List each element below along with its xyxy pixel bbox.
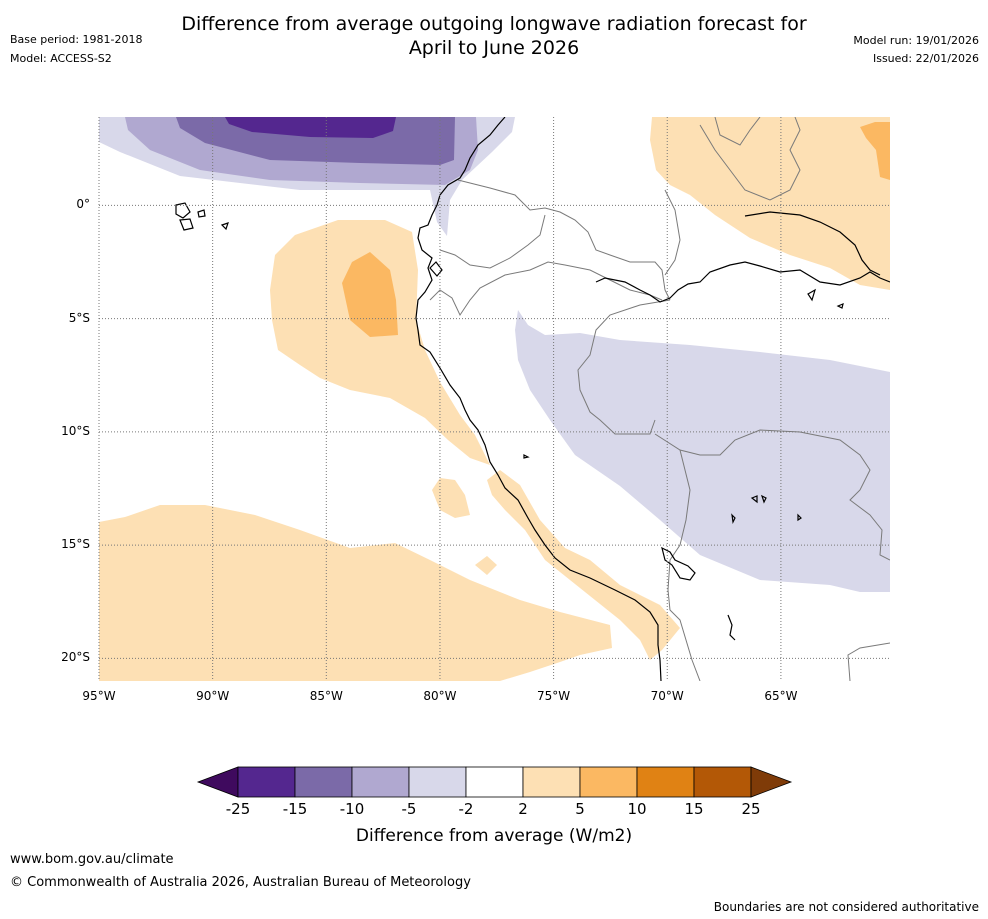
base-period-text: Base period: 1981-2018: [10, 33, 143, 46]
page-title: Difference from average outgoing longwav…: [0, 12, 988, 60]
anomaly-region-plus2-island-a: [432, 478, 470, 518]
anomaly-region-plus5-northeast: [860, 122, 890, 180]
colorbar-tick-label: 2: [518, 800, 528, 818]
lat-label: 5°S: [68, 310, 90, 325]
lat-label: 10°S: [61, 423, 90, 438]
anomaly-region-plus2-pacific-north: [270, 220, 490, 465]
colorbar-tick-label: -10: [339, 800, 365, 818]
coastlines: [175, 117, 890, 681]
colorbar-tick-label: 25: [741, 800, 761, 818]
lat-label: 20°S: [61, 650, 90, 665]
lat-label: 15°S: [61, 537, 90, 552]
lon-label: 95°W: [82, 689, 116, 703]
colorbar-tick-label: 10: [627, 800, 647, 818]
lon-label: 75°W: [537, 689, 571, 703]
lon-label: 65°W: [764, 689, 798, 703]
website-link[interactable]: www.bom.gov.au/climate: [10, 852, 174, 867]
model-run-text: Model run: 19/01/2026: [853, 34, 979, 47]
lon-label: 70°W: [650, 689, 684, 703]
map-layer: [99, 117, 890, 681]
gridlines: [98, 117, 890, 681]
anomaly-region-plus2-coast: [487, 470, 680, 660]
title-line-2: April to June 2026: [408, 37, 580, 59]
colorbar-tick-label: -25: [225, 800, 251, 818]
anomaly-region-amazon-minus2: [515, 310, 890, 592]
copyright-text: © Commonwealth of Australia 2026, Austra…: [10, 875, 471, 890]
anomaly-region-plus2-northeast: [650, 117, 890, 290]
anomaly-region-plus2-island-b: [475, 556, 497, 575]
lon-label: 85°W: [309, 689, 343, 703]
lat-label: 0°: [76, 197, 90, 212]
colorbar-tick-label: 15: [684, 800, 704, 818]
country-boundaries: [429, 117, 890, 681]
colorbar-tick-label: 5: [575, 800, 585, 818]
colorbar-tick-label: -15: [282, 800, 308, 818]
anomaly-region-plus5-pacific-north: [342, 252, 398, 337]
colorbar-tick-label: -2: [458, 800, 474, 818]
title-line-1: Difference from average outgoing longwav…: [181, 13, 807, 35]
anomaly-region-plus2-pacific-south: [99, 505, 612, 681]
lon-label: 80°W: [423, 689, 457, 703]
lon-label: 90°W: [196, 689, 230, 703]
disclaimer-text: Boundaries are not considered authoritat…: [713, 900, 979, 914]
anomaly-region-minus15: [225, 117, 396, 138]
colorbar-tick-label: -5: [401, 800, 417, 818]
colorbar-title: Difference from average (W/m2): [355, 826, 633, 846]
model-text: Model: ACCESS-S2: [10, 52, 112, 65]
issued-text: Issued: 22/01/2026: [872, 52, 979, 65]
